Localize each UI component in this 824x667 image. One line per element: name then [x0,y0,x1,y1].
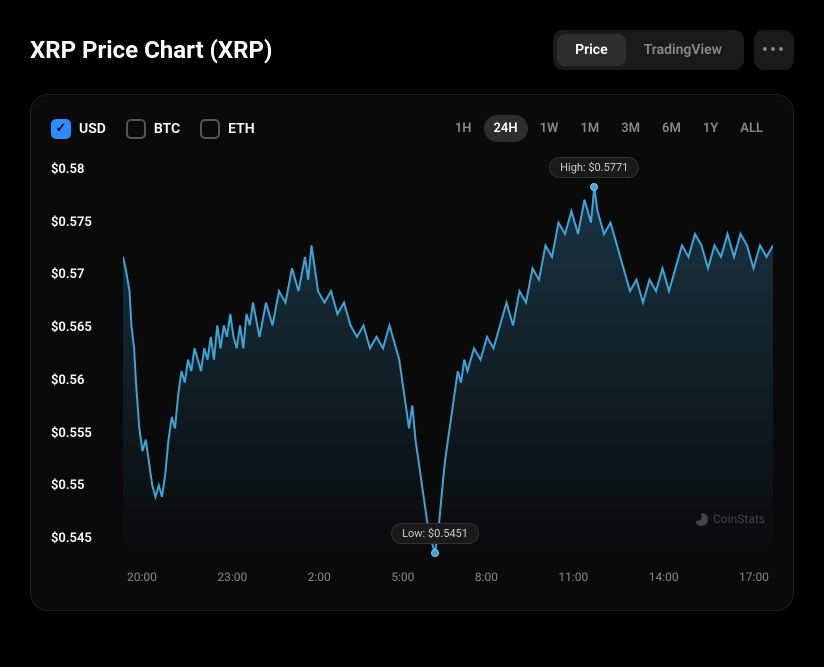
currency-label: ETH [228,121,255,137]
range-3m[interactable]: 3M [611,115,650,142]
range-1w[interactable]: 1W [530,115,569,142]
more-button[interactable]: ••• [754,30,794,70]
x-tick: 14:00 [649,570,679,584]
watermark-icon [695,513,708,526]
watermark-text: CoinStats [713,512,765,526]
view-tabs: Price TradingView [553,30,744,70]
tab-tradingview[interactable]: TradingView [626,34,740,66]
x-tick: 11:00 [558,570,588,584]
y-tick: $0.55 [51,478,123,493]
y-tick: $0.555 [51,426,123,441]
currency-selector: USD BTC ETH [51,119,255,139]
y-tick: $0.58 [51,162,123,177]
y-tick: $0.56 [51,373,123,388]
x-axis: 20:00 23:00 2:00 5:00 8:00 11:00 14:00 1… [123,570,773,584]
x-tick: 23:00 [217,570,247,584]
currency-label: USD [79,121,106,137]
checkbox-icon [126,119,146,139]
x-tick: 17:00 [739,570,769,584]
y-tick: $0.545 [51,531,123,546]
high-marker-icon [590,183,598,191]
high-tooltip: High: $0.5771 [549,157,639,178]
range-24h[interactable]: 24H [484,115,528,142]
y-tick: $0.565 [51,320,123,335]
range-all[interactable]: ALL [730,115,773,142]
page-title: XRP Price Chart (XRP) [30,36,272,64]
range-6m[interactable]: 6M [652,115,691,142]
currency-usd[interactable]: USD [51,119,106,139]
dots-icon: ••• [762,40,786,61]
x-tick: 5:00 [391,570,414,584]
chart-card: USD BTC ETH 1H 24H 1W 1M 3M 6M 1Y A [30,94,794,611]
range-1y[interactable]: 1Y [693,115,728,142]
low-marker-icon [431,549,439,557]
checkbox-icon [200,119,220,139]
y-axis: $0.58 $0.575 $0.57 $0.565 $0.56 $0.555 $… [51,154,123,554]
header: XRP Price Chart (XRP) Price TradingView … [30,30,794,70]
y-tick: $0.57 [51,267,123,282]
currency-btc[interactable]: BTC [126,119,180,139]
checkbox-icon [51,119,71,139]
x-tick: 20:00 [127,570,157,584]
y-tick: $0.575 [51,215,123,230]
watermark: CoinStats [695,512,765,526]
chart-area: $0.58 $0.575 $0.57 $0.565 $0.56 $0.555 $… [51,154,773,594]
time-range-selector: 1H 24H 1W 1M 3M 6M 1Y ALL [445,115,773,142]
x-tick: 2:00 [308,570,331,584]
currency-label: BTC [154,121,180,137]
low-tooltip: Low: $0.5451 [391,523,479,544]
range-1m[interactable]: 1M [570,115,609,142]
tab-price[interactable]: Price [557,34,626,66]
chart-plot[interactable]: High: $0.5771 Low: $0.5451 CoinStats [123,154,773,554]
x-tick: 8:00 [475,570,498,584]
range-1h[interactable]: 1H [445,115,482,142]
currency-eth[interactable]: ETH [200,119,255,139]
